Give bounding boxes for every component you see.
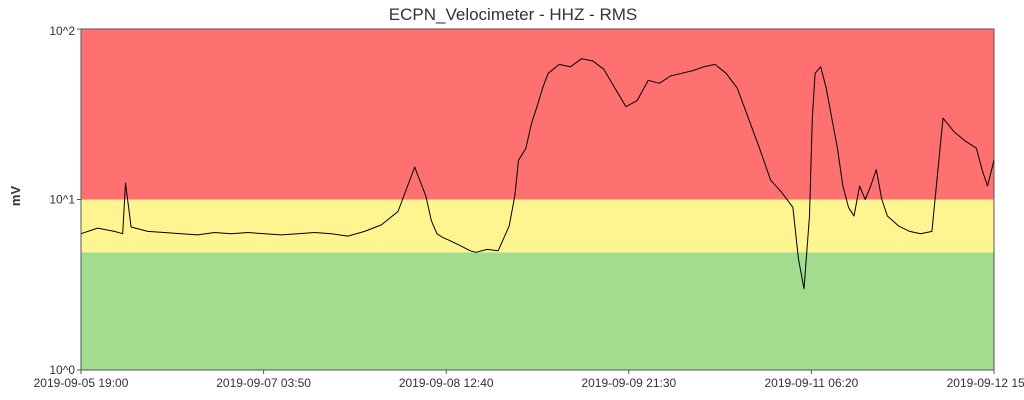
- y-axis-ticks: 10^0 10^1 10^2: [49, 24, 81, 377]
- y-axis-label: mV: [8, 186, 23, 207]
- threshold-bands: [81, 29, 994, 370]
- series-layer: [80, 58, 995, 290]
- y-tick-label: 10^0: [49, 363, 75, 377]
- band-1: [81, 199, 994, 253]
- x-tick-label: 2019-09-07 03:50: [216, 376, 311, 390]
- x-tick-label: 2019-09-08 12:40: [399, 376, 494, 390]
- x-tick-label: 2019-09-11 06:20: [764, 376, 858, 390]
- series-line-0: [80, 58, 995, 290]
- chart-title: ECPN_Velocimeter - HHZ - RMS: [389, 5, 637, 24]
- x-tick-label: 2019-09-09 21:30: [581, 376, 676, 390]
- x-axis-ticks: 2019-09-05 19:00 2019-09-07 03:50 2019-09-…: [34, 370, 1024, 390]
- band-0: [81, 252, 994, 370]
- x-tick-label: 2019-09-05 19:00: [34, 376, 129, 390]
- y-tick-label: 10^2: [49, 24, 75, 38]
- y-tick-label: 10^1: [49, 193, 75, 207]
- band-2: [81, 29, 994, 200]
- x-tick-label: 2019-09-12 15:10: [947, 376, 1024, 390]
